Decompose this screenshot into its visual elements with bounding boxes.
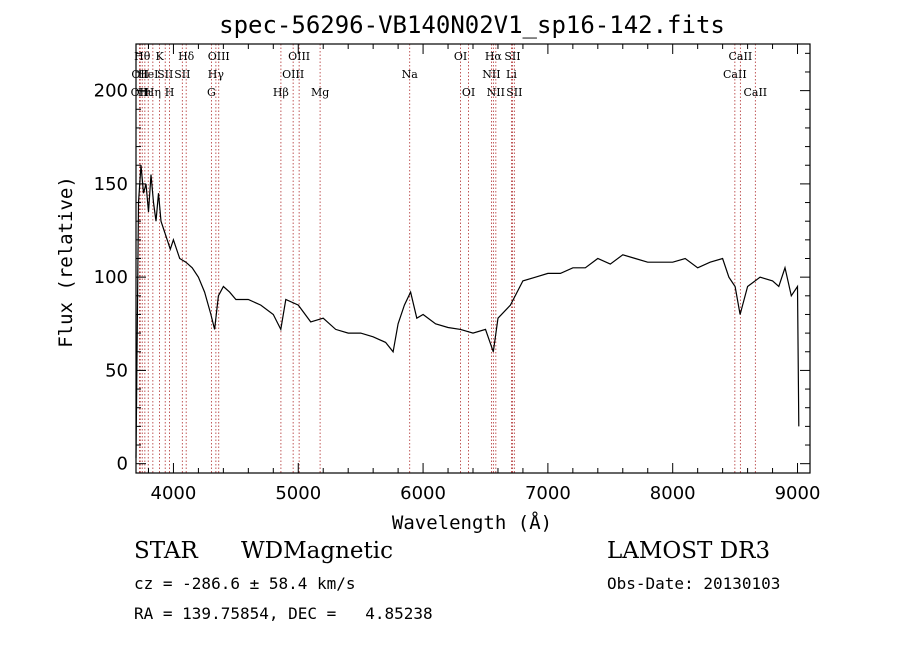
spectral-line-label: CaII xyxy=(729,50,753,63)
spectral-line-label: NII xyxy=(482,68,500,81)
y-tick-label: 200 xyxy=(94,81,128,102)
observation-date: Obs-Date: 20130103 xyxy=(607,574,781,593)
redshift-velocity: cz = -286.6 ± 58.4 km/s xyxy=(134,574,356,593)
y-tick-label: 0 xyxy=(117,454,128,475)
spectral-line-label: H xyxy=(165,86,175,99)
object-subclass: WDMagnetic xyxy=(241,538,393,564)
spectral-line-label: Hδ xyxy=(178,50,195,63)
y-tick-label: 100 xyxy=(94,267,128,288)
x-tick-label: 7000 xyxy=(525,483,571,504)
spectral-line-label: SII xyxy=(506,86,522,99)
spectral-line-label: Hι xyxy=(138,86,152,99)
spectral-line-label: Hθ xyxy=(134,50,151,63)
survey-name: LAMOST DR3 xyxy=(607,538,771,564)
x-tick-label: 8000 xyxy=(650,483,696,504)
x-axis-ticks: 4000 5000 6000 7000 8000 9000 xyxy=(147,44,821,504)
object-class: STAR xyxy=(134,538,198,564)
spectral-line-label: CaII xyxy=(723,68,747,81)
spectral-line-label: OIII xyxy=(288,50,310,63)
spectral-line-labels: OIIOIIHθHιHeIHηKSIIHHδSIIGHγOIIIHβOIIIOI… xyxy=(131,50,768,99)
spectral-line-label: OIII xyxy=(208,50,230,63)
spectral-line-label: Hα xyxy=(485,50,503,63)
spectral-line-label: OI xyxy=(462,86,475,99)
spectral-line-label: Hη xyxy=(145,86,161,99)
plot-frame xyxy=(135,43,811,474)
x-tick-label: 4000 xyxy=(151,483,197,504)
chart-title: spec-56296-VB140N02V1_sp16-142.fits xyxy=(219,11,725,39)
spectral-line-label: Mg xyxy=(311,86,329,99)
coordinates: RA = 139.75854, DEC = 4.85238 xyxy=(134,604,433,623)
spectral-line-label: K xyxy=(155,50,164,63)
spectral-line-label: CaII xyxy=(743,86,767,99)
spectral-line-label: Li xyxy=(506,68,517,81)
y-axis-ticks: 0 50 100 150 200 xyxy=(94,52,810,475)
spectral-line-label: SII xyxy=(504,50,520,63)
spectral-line-label: NII xyxy=(487,86,505,99)
spectral-line-label: Hβ xyxy=(273,86,289,99)
spectrum-line xyxy=(135,165,800,459)
spectral-line-label: G xyxy=(207,86,216,99)
y-tick-label: 150 xyxy=(94,174,128,195)
spectral-line-markers xyxy=(139,44,756,473)
spectral-line-label: OII xyxy=(131,86,149,99)
y-axis-label: Flux (relative) xyxy=(55,176,77,348)
x-tick-label: 9000 xyxy=(775,483,821,504)
spectral-line-label: OI xyxy=(454,50,467,63)
y-tick-label: 50 xyxy=(105,360,128,381)
x-tick-label: 5000 xyxy=(275,483,321,504)
x-tick-label: 6000 xyxy=(400,483,446,504)
spectral-line-label: HeI xyxy=(138,68,158,81)
spectral-line-label: Hγ xyxy=(208,68,225,81)
spectral-line-label: OIII xyxy=(282,68,304,81)
x-axis-label: Wavelength (Å) xyxy=(392,511,552,534)
spectral-line-label: SII xyxy=(174,68,190,81)
spectral-line-label: Na xyxy=(402,68,419,81)
spectral-line-label: SII xyxy=(157,68,173,81)
